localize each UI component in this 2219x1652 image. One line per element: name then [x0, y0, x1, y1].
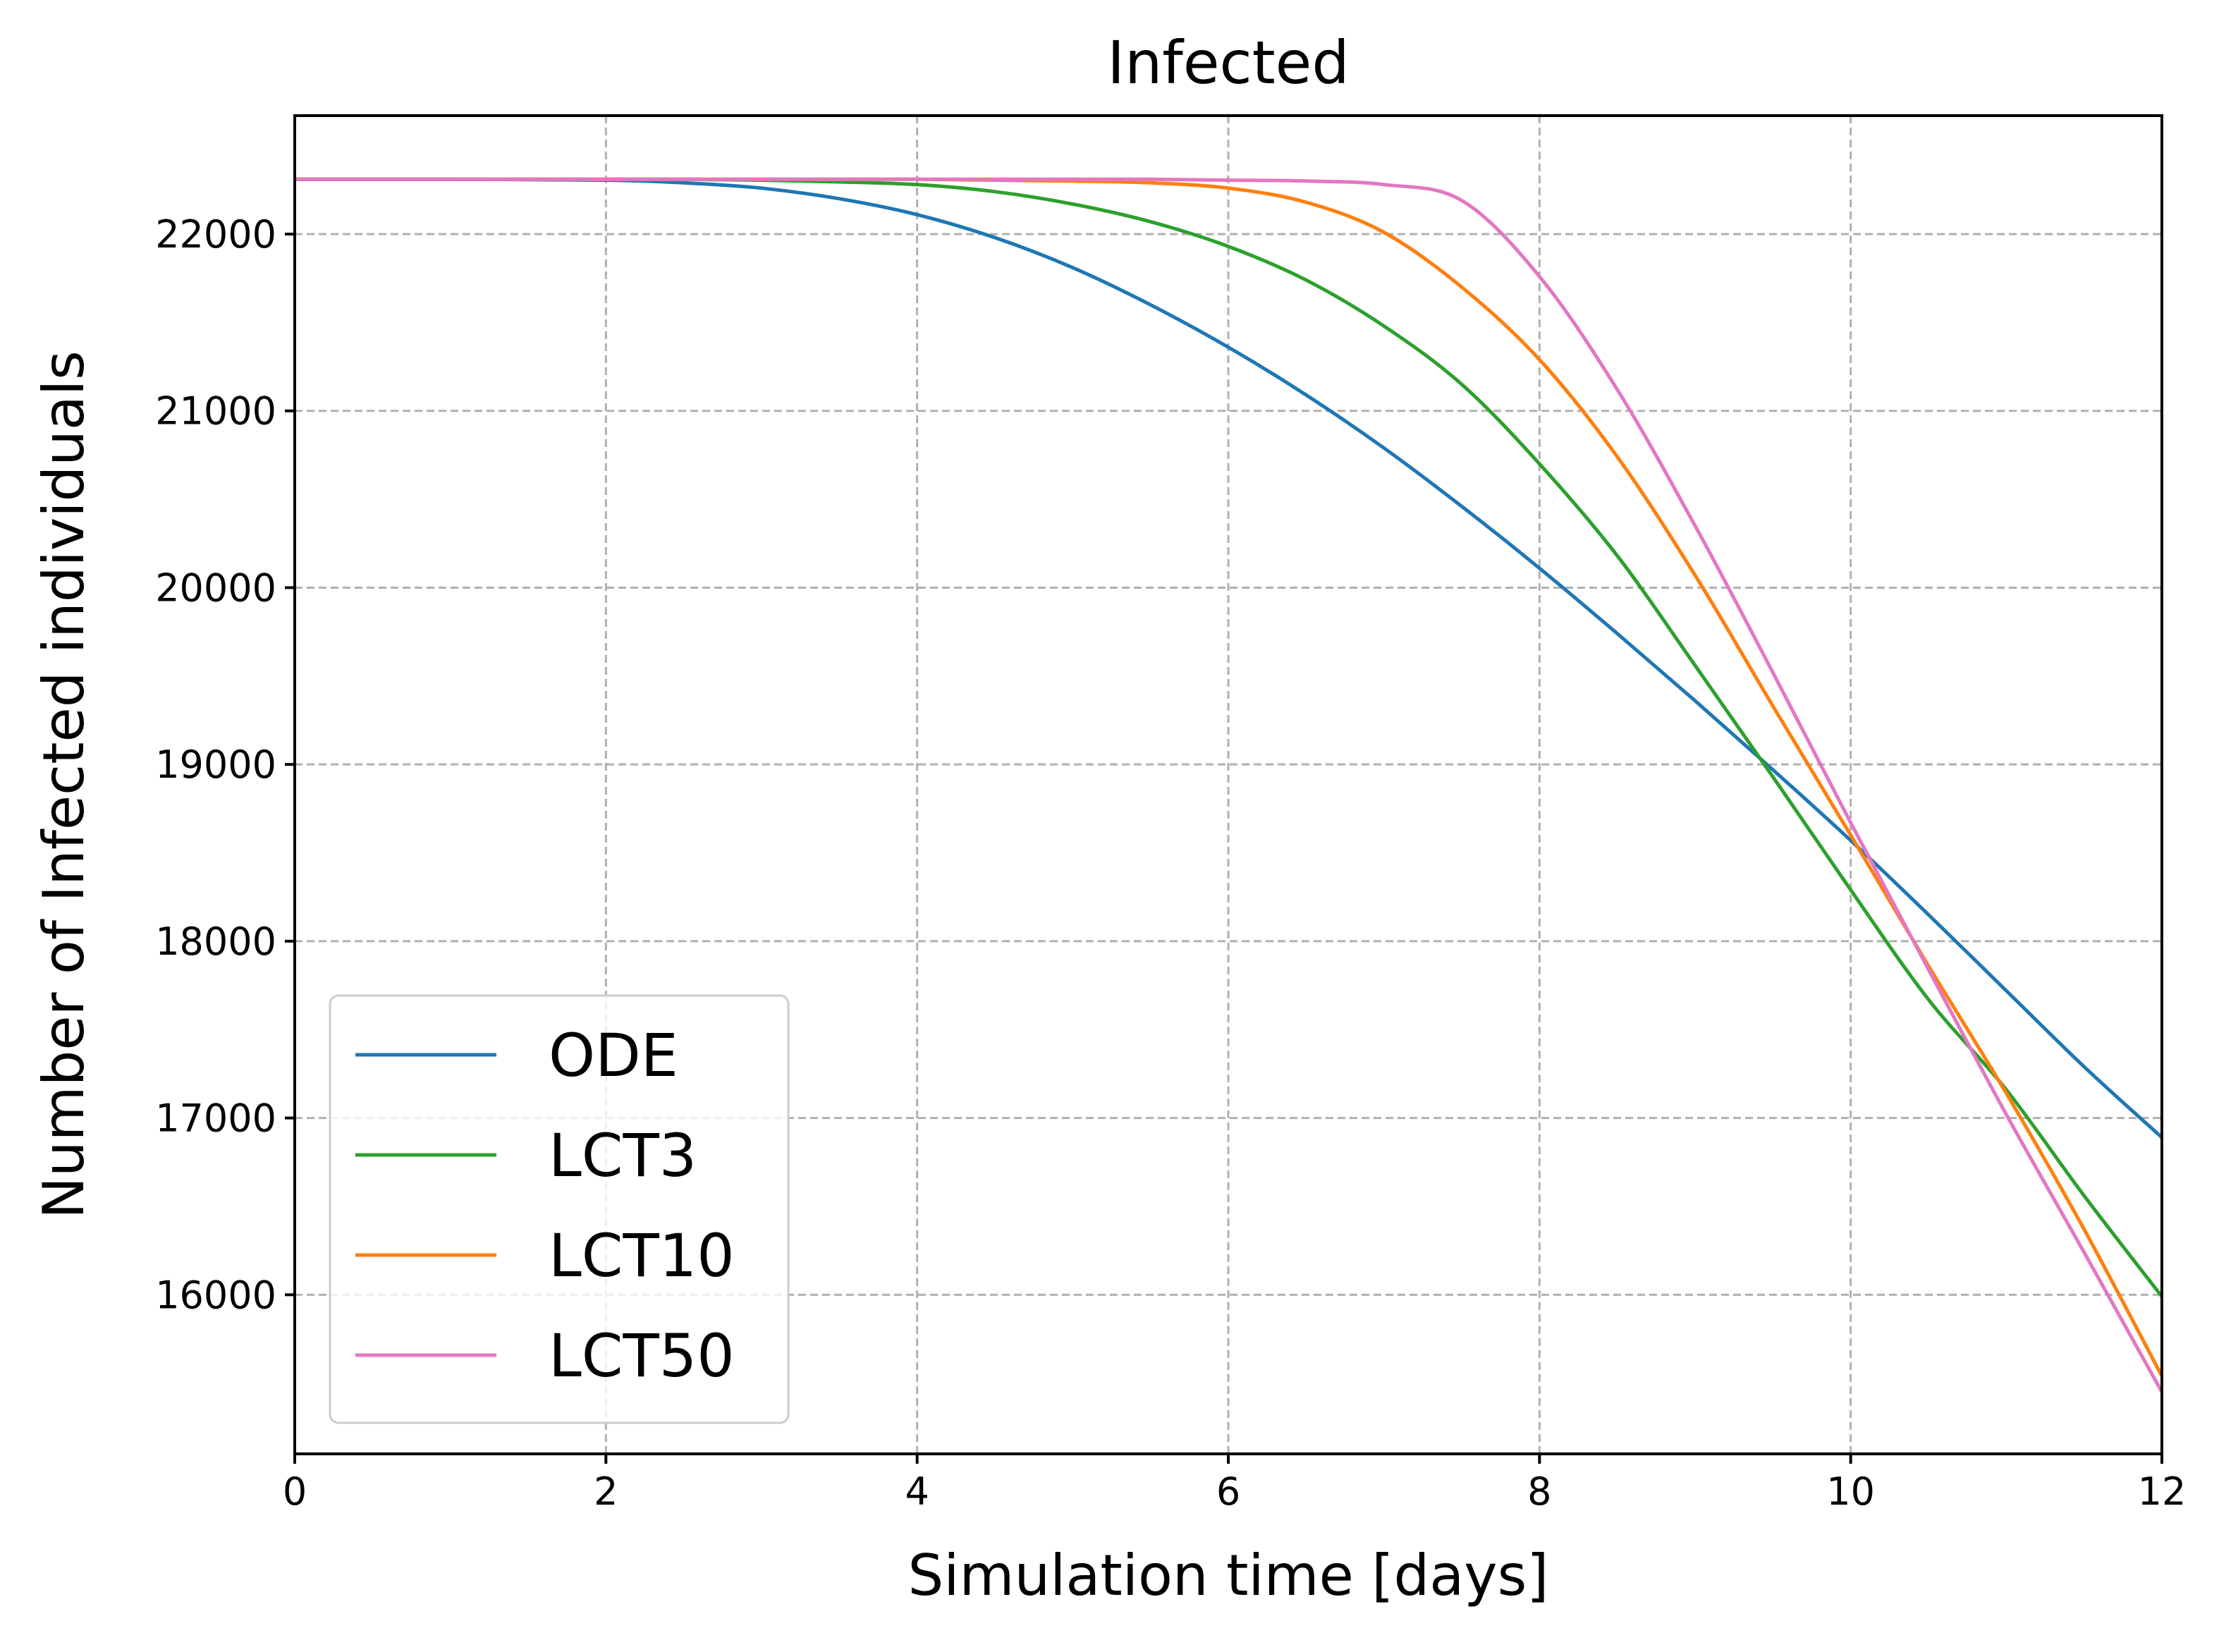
series-lines	[294, 177, 2164, 1393]
y-axis-label: Number of Infected individuals	[31, 350, 97, 1219]
y-tick-label: 21000	[155, 389, 276, 434]
legend-label-ode: ODE	[549, 1021, 678, 1090]
x-tick-label: 4	[905, 1469, 929, 1514]
series-line-lct50	[295, 177, 2164, 1393]
y-tick-label: 18000	[155, 919, 276, 964]
x-tick-label: 8	[1527, 1469, 1551, 1514]
axis-ticks: 0 2 4 6 8 10 12 16000 17000 18000 19000 20000 21000 2…	[155, 212, 2186, 1514]
y-tick-label: 16000	[155, 1273, 276, 1317]
y-tick-label: 17000	[155, 1096, 276, 1141]
x-tick-label: 12	[2138, 1469, 2187, 1514]
x-tick-label: 2	[594, 1469, 618, 1514]
legend-label-lct50: LCT50	[549, 1321, 735, 1390]
series-line-ode	[294, 177, 2163, 1139]
y-tick-label: 20000	[155, 565, 276, 610]
y-tick-label: 22000	[155, 212, 276, 257]
legend-label-lct3: LCT3	[549, 1121, 697, 1190]
x-tick-label: 0	[283, 1469, 307, 1514]
legend: ODE LCT3 LCT10 LCT50	[329, 994, 790, 1424]
x-tick-label: 10	[1826, 1469, 1875, 1514]
legend-frame	[329, 994, 790, 1424]
chart-title: Infected	[1107, 28, 1349, 97]
legend-label-lct10: LCT10	[549, 1221, 735, 1290]
y-tick-label: 19000	[155, 742, 276, 787]
x-tick-label: 6	[1216, 1469, 1240, 1514]
x-axis-label: Simulation time [days]	[908, 1543, 1549, 1608]
